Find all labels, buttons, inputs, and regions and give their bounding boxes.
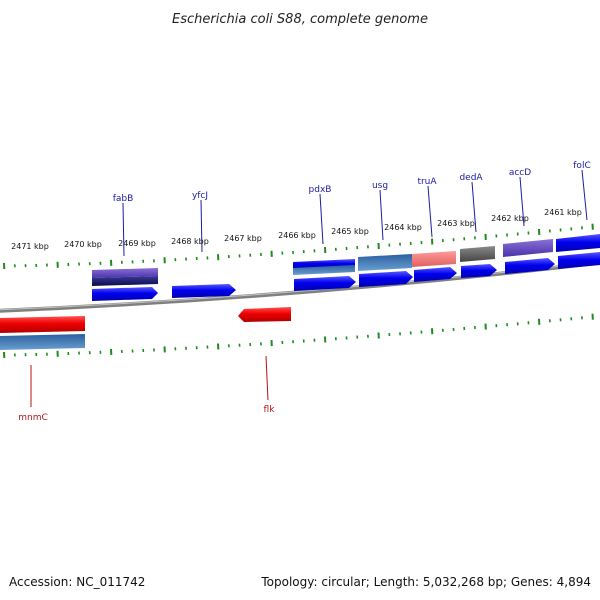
gene-arrow-yfcJ[interactable] xyxy=(172,284,236,298)
gene-arrow-folC[interactable] xyxy=(558,252,600,269)
scale-label-2470: 2470 kbp xyxy=(64,240,102,249)
gene-label-accD[interactable]: accD xyxy=(509,168,531,178)
feature-block-accD xyxy=(503,239,553,257)
gene-arrow-dedA[interactable] xyxy=(461,264,497,278)
feature-block-pdxB-bottom xyxy=(293,265,355,275)
scale-label-2464: 2464 kbp xyxy=(384,223,422,232)
gene-label-dedA[interactable]: dedA xyxy=(459,173,483,183)
scale-label-2462: 2462 kbp xyxy=(491,214,529,223)
gene-label-truA[interactable]: truA xyxy=(417,177,437,187)
feature-strip xyxy=(92,234,600,286)
forward-strand-genes xyxy=(92,252,600,301)
accession-text: Accession: NC_011742 xyxy=(9,575,145,589)
reverse-strand-genes xyxy=(0,307,291,350)
gene-arrow-fabB[interactable] xyxy=(92,287,158,301)
scale-label-2463: 2463 kbp xyxy=(437,219,475,228)
gene-arrow-accD[interactable] xyxy=(505,258,555,274)
outer-scale-ticks xyxy=(3,223,594,270)
gene-label-leaders xyxy=(30,169,588,407)
feature-block-usg xyxy=(358,254,412,271)
feature-block-fabB-bottom xyxy=(92,276,158,286)
feature-block-mnmC xyxy=(0,334,85,350)
feature-block-folC xyxy=(556,234,600,252)
scale-label-2471: 2471 kbp xyxy=(11,242,49,251)
gene-arrow-mnmC[interactable] xyxy=(0,316,85,333)
feature-block-truA xyxy=(412,251,456,267)
scale-labels: 2471 kbp 2470 kbp 2469 kbp 2468 kbp 2467… xyxy=(11,208,582,251)
inner-scale-ticks xyxy=(3,313,594,359)
diagram-title: Escherichia coli S88, complete genome xyxy=(172,12,428,27)
feature-block-fabB-top xyxy=(92,268,158,278)
scale-label-2469: 2469 kbp xyxy=(118,239,156,248)
genome-summary-text: Topology: circular; Length: 5,032,268 bp… xyxy=(260,575,591,589)
gene-arrow-flk[interactable] xyxy=(238,307,291,322)
scale-label-2465: 2465 kbp xyxy=(331,227,369,236)
gene-arrow-pdxB[interactable] xyxy=(294,276,356,291)
gene-label-usg[interactable]: usg xyxy=(372,181,388,191)
gene-label-folC[interactable]: folC xyxy=(573,161,590,171)
gene-arrow-truA[interactable] xyxy=(414,267,457,282)
scale-label-2467: 2467 kbp xyxy=(224,234,262,243)
scale-label-2466: 2466 kbp xyxy=(278,231,316,240)
gene-label-yfcJ[interactable]: yfcJ xyxy=(192,191,208,201)
scale-label-2461: 2461 kbp xyxy=(544,208,582,217)
gene-labels: fabB yfcJ pdxB usg truA dedA accD folC m… xyxy=(18,161,591,423)
gene-label-flk[interactable]: flk xyxy=(264,405,276,415)
gene-label-fabB[interactable]: fabB xyxy=(113,194,134,204)
gene-label-pdxB[interactable]: pdxB xyxy=(309,185,332,195)
gene-arrow-usg[interactable] xyxy=(359,271,413,287)
scale-label-2468: 2468 kbp xyxy=(171,237,209,246)
gene-label-mnmC[interactable]: mnmC xyxy=(18,413,48,423)
feature-block-dedA xyxy=(460,246,495,262)
